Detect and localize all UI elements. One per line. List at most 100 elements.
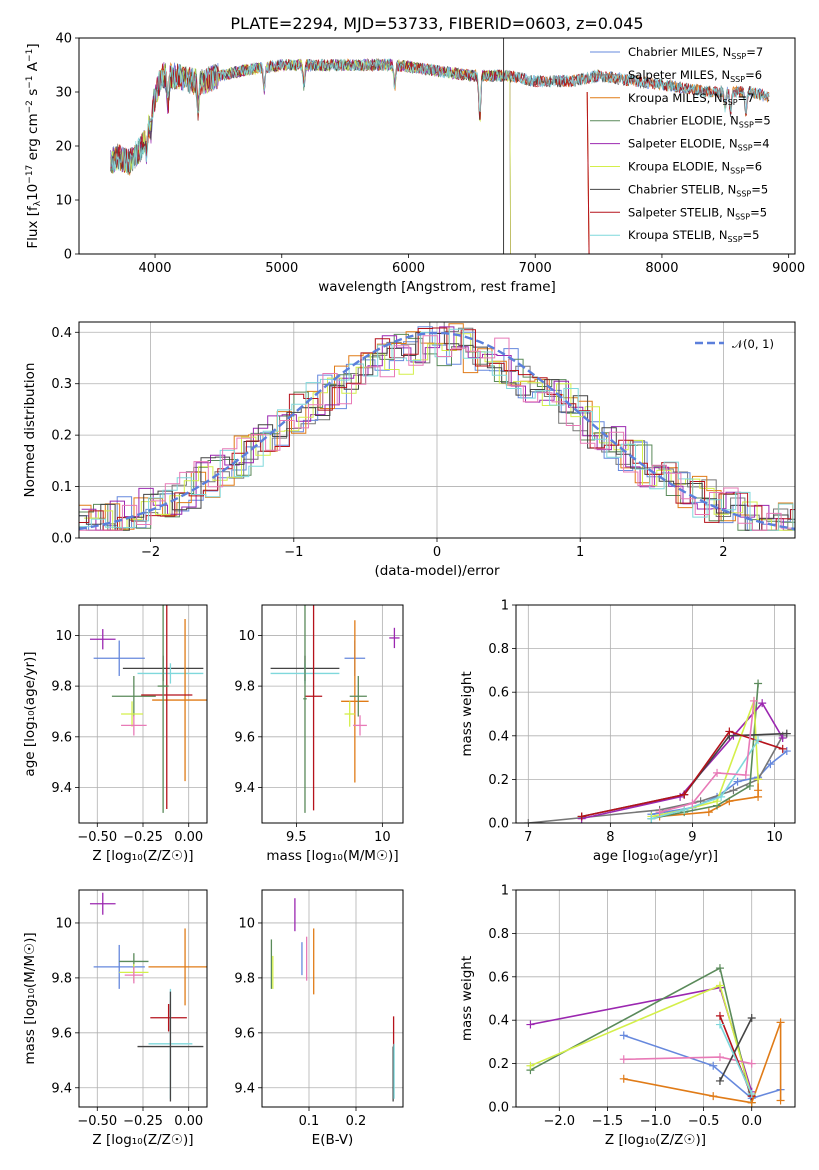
series-marker	[715, 964, 724, 973]
normal-curve	[79, 331, 795, 531]
series-marker	[747, 1089, 756, 1098]
y-tick-label: 0.6	[488, 970, 509, 985]
x-tick-label: 5000	[265, 261, 298, 276]
x-tick-label: 10	[374, 830, 391, 845]
series-marker	[754, 775, 763, 784]
series-marker	[754, 786, 763, 795]
errorbar-chabrier-stelib	[137, 991, 204, 1102]
y-axis-label: mass weight	[459, 956, 475, 1041]
legend-entry: Kroupa ELODIE, NSSP=6	[628, 160, 762, 176]
legend-tail: =4	[753, 137, 770, 151]
series-marker	[747, 1014, 756, 1023]
series-marker	[776, 1096, 785, 1105]
series-line	[623, 1034, 781, 1100]
spectrum-line-kroupa-stelib	[110, 58, 770, 173]
series-marker	[715, 1011, 724, 1020]
x-tick-label: 0.0	[741, 1114, 762, 1129]
series-marker	[655, 808, 664, 817]
series-marker	[778, 733, 787, 742]
axes-age-vs-Z: −0.50 −0.25 0.00 9.4 9.6 9.8 10 Z [log₁₀(Z/Z☉)]…	[22, 604, 208, 864]
x-tick-label: −0.5	[688, 1114, 720, 1129]
legend-sub: SSP	[739, 121, 754, 130]
legend-base: Kroupa MILES, N	[628, 91, 723, 105]
y-label-part: −2	[25, 100, 35, 113]
axes-frame	[515, 604, 796, 824]
errorbar-salpeter-stelib	[304, 605, 323, 811]
y-tick-label: 20	[55, 140, 72, 155]
plot-area-spectrum	[110, 38, 770, 254]
axes-weight-vs-age: 7 8 9 10 0.0 0.2 0.4 0.6 0.8 1 age [log₁₀(age/yr)]…	[459, 599, 796, 864]
series-marker	[647, 814, 656, 823]
legend-tail: =5	[743, 228, 760, 242]
errorbar-chabrier-elodie	[349, 675, 367, 717]
y-tick-label: 9.4	[234, 781, 255, 796]
x-tick-label: −0.50	[77, 1114, 117, 1129]
y-tick-label: 0.1	[51, 480, 72, 495]
series-marker	[709, 1061, 718, 1070]
series-marker	[619, 1055, 628, 1064]
series-marker	[782, 729, 791, 738]
axes-frame	[78, 37, 796, 255]
x-tick-label: 0.00	[174, 1114, 203, 1129]
y-tick-label: 40	[55, 32, 72, 47]
y-tick-label: 0.2	[51, 429, 72, 444]
y-tick-label: 0.8	[488, 642, 509, 657]
y-label-part: λ	[33, 200, 43, 206]
plot-area-residuals	[79, 322, 795, 531]
axes-weight-vs-Z: −2.0 −1.5 −1.0 −0.5 0.0 0.0 0.2 0.4 0.6 0.8 1 Z [lo…	[459, 884, 796, 1148]
legend-tail: =7	[746, 45, 763, 59]
errorbar-chabrier-elodie	[111, 675, 156, 717]
y-label-part: −17	[25, 165, 35, 184]
legend-base: Salpeter STELIB, N	[628, 205, 735, 219]
series-line	[651, 739, 759, 820]
x-tick-label: −1	[284, 545, 303, 560]
y-tick-label: 1	[501, 599, 509, 614]
series-marker	[754, 679, 763, 688]
y-tick-label: 9.6	[51, 730, 72, 745]
x-axis-label: age [log₁₀(age/yr)]	[593, 848, 718, 864]
series-chabrier-stelib	[715, 1014, 756, 1085]
x-tick-label: 9	[688, 830, 696, 845]
legend-sub: SSP	[735, 212, 750, 221]
y-tick-label: 9.8	[51, 680, 72, 695]
x-tick-label: 9000	[772, 261, 805, 276]
legend-tail: =5	[754, 114, 771, 128]
plot-area-age-vs-Z	[89, 605, 207, 813]
axes-frame	[78, 321, 796, 539]
y-label-part: −1	[25, 75, 35, 88]
axes-mass-vs-EBV: 0.1 0.2 9.4 9.6 9.8 10 E(B-V)	[234, 889, 404, 1148]
y-axis-label: Flux [fλ10−17 erg cm−2 s−1 A−1]	[25, 43, 43, 248]
x-tick-label: 7	[524, 830, 532, 845]
legend-sub: SSP	[730, 75, 745, 84]
axes-residuals: −2 −1 0 1 2 0.0 0.1 0.2 0.3 0.4 (data-model)/error…	[22, 321, 796, 579]
series-marker	[715, 1076, 724, 1085]
plot-area-weight-vs-age	[524, 679, 791, 823]
figure-title: PLATE=2294, MJD=53733, FIBERID=0603, z=0…	[230, 14, 643, 33]
x-tick-label: 6000	[392, 261, 425, 276]
y-label-part: Flux [f	[25, 205, 41, 249]
series-marker	[747, 1059, 756, 1068]
series-marker	[713, 768, 722, 777]
plot-layer: 4000 5000 6000 7000 8000 9000010203040wavelen…	[22, 32, 805, 1149]
y-axis-label: Normed distribution	[22, 363, 38, 498]
y-tick-label: 9.8	[234, 971, 255, 986]
spectrum-drop-salpeter-stelib	[586, 91, 590, 254]
legend-base: Chabrier STELIB, N	[628, 182, 736, 196]
legend-sub: SSP	[731, 52, 746, 61]
y-tick-label: 9.8	[234, 680, 255, 695]
axes-frame	[515, 889, 796, 1108]
y-tick-label: 9.6	[234, 730, 255, 745]
y-tick-label: 0.0	[51, 532, 72, 547]
series-marker	[745, 781, 754, 790]
y-label-part: 10	[25, 184, 41, 201]
x-axis-label: Z [log₁₀(Z/Z☉)]	[92, 848, 193, 864]
x-tick-label: 10	[766, 830, 783, 845]
histogram-chabrier-stelib	[79, 332, 795, 531]
y-tick-label: 0.6	[488, 686, 509, 701]
x-tick-label: −1.5	[592, 1114, 624, 1129]
y-tick-label: 0.4	[488, 729, 509, 744]
errorbar-chabrier-miles	[93, 640, 145, 676]
